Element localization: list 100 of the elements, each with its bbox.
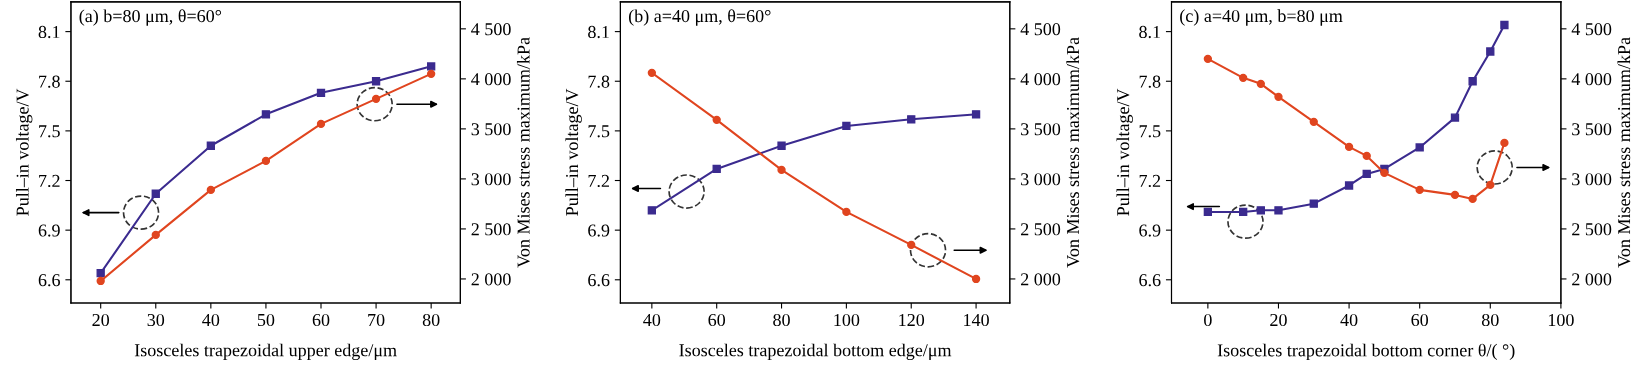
point [1380,168,1389,178]
y2-axis-title: Von Mises stress maximum/kPa [516,37,530,268]
y2-tick-label: 4 000 [1571,73,1612,86]
point [151,230,160,240]
point [1256,206,1265,215]
point [1256,79,1265,89]
point [1203,54,1213,64]
point [1344,181,1354,190]
y-axis-title: Pull–in voltage/V [565,88,582,216]
point [206,141,216,150]
x-tick-label: 80 [1481,313,1499,327]
y2-tick-label: 4 500 [1020,23,1061,36]
point [96,276,105,286]
point [96,269,105,278]
point [1309,117,1318,127]
point [1450,190,1460,200]
point [206,185,216,195]
point [151,189,160,198]
point [777,165,786,175]
x-tick-label: 40 [202,313,220,327]
x-axis-title: Isosceles trapezoidal upper edge/μm [134,343,397,361]
y-tick-label: 6.6 [588,274,610,287]
y2-tick-label: 4 000 [1020,73,1061,86]
x-tick-label: 80 [773,313,790,327]
y2-tick-label: 4 500 [471,23,511,36]
x-tick-label: 120 [899,313,925,327]
y2-tick-label: 2 500 [1572,223,1612,236]
y2-tick-label: 3 000 [471,173,511,186]
point [1468,77,1477,86]
x-axis-title: Isosceles trapezoidal bottom corner θ/( °) [1217,343,1515,361]
point [842,121,851,131]
y-tick-label: 7.8 [1139,75,1161,88]
y-tick-label: 8.1 [588,25,609,39]
point [1238,207,1248,217]
y2-axis-title: Von Mises stress maximum/kPa [1066,37,1080,268]
point [1362,169,1371,179]
x-tick-label: 140 [964,313,989,327]
y-axis-title: Pull–in voltage/V [15,88,33,216]
x-tick-label: 40 [1340,313,1358,327]
point [777,141,786,150]
point [1500,20,1509,30]
point [1238,73,1248,83]
point [1500,138,1509,148]
point [261,156,271,166]
point [971,110,981,119]
point [907,115,916,124]
point [1362,151,1371,161]
x-tick-label: 20 [1270,313,1287,327]
y-tick-label: 8.1 [1139,25,1160,39]
y2-tick-label: 2 000 [1021,273,1061,286]
chart-title: (a) b=80 μm, θ=60° [79,9,222,26]
y2-tick-label: 3 000 [1572,173,1612,186]
point [907,240,916,250]
y2-tick-label: 4 500 [1571,23,1612,36]
chart-title: (c) a=40 μm, b=80 μm [1180,9,1343,26]
point [1309,199,1318,208]
y-tick-label: 6.9 [38,224,60,237]
x-tick-label: 60 [708,313,726,327]
y2-tick-label: 3 000 [1021,173,1061,186]
point [1450,113,1460,122]
x-tick-label: 80 [422,313,440,327]
x-tick-label: 100 [1548,313,1574,327]
y-tick-label: 8.1 [38,25,60,39]
point [1274,206,1283,215]
point [261,110,271,119]
x-tick-label: 60 [312,313,330,327]
y2-tick-label: 3 500 [1572,123,1612,136]
point [1415,143,1424,152]
y-tick-label: 7.8 [39,75,60,88]
x-tick-label: 30 [147,313,165,327]
y-tick-label: 7.5 [1139,125,1161,138]
point [647,206,657,215]
y-tick-label: 7.5 [588,125,610,138]
chart-title: (b) a=40 μm, θ=60° [628,9,771,26]
point [712,115,721,125]
y2-tick-label: 2 500 [471,223,511,236]
y-tick-label: 7.2 [588,174,609,188]
y2-tick-label: 2 000 [471,273,511,286]
y-tick-label: 6.6 [38,274,60,287]
point [1344,142,1354,152]
x-tick-label: 70 [368,313,385,327]
point [712,164,721,174]
y-tick-label: 7.5 [39,125,60,138]
point [371,77,381,86]
y2-tick-label: 2 500 [1021,223,1061,236]
point [316,119,326,129]
point [1203,207,1213,217]
y-tick-label: 6.9 [588,224,610,237]
point [1274,92,1283,102]
point [842,207,851,217]
x-tick-label: 100 [834,313,860,327]
y-tick-label: 7.2 [39,174,60,188]
y-tick-label: 6.6 [1139,274,1161,287]
point [1486,180,1495,190]
point [1415,185,1424,195]
y-tick-label: 7.8 [588,75,610,88]
point [1468,194,1477,204]
y-tick-label: 7.2 [1139,174,1161,188]
x-tick-label: 0 [1204,313,1212,327]
y2-tick-label: 2 000 [1572,273,1612,286]
